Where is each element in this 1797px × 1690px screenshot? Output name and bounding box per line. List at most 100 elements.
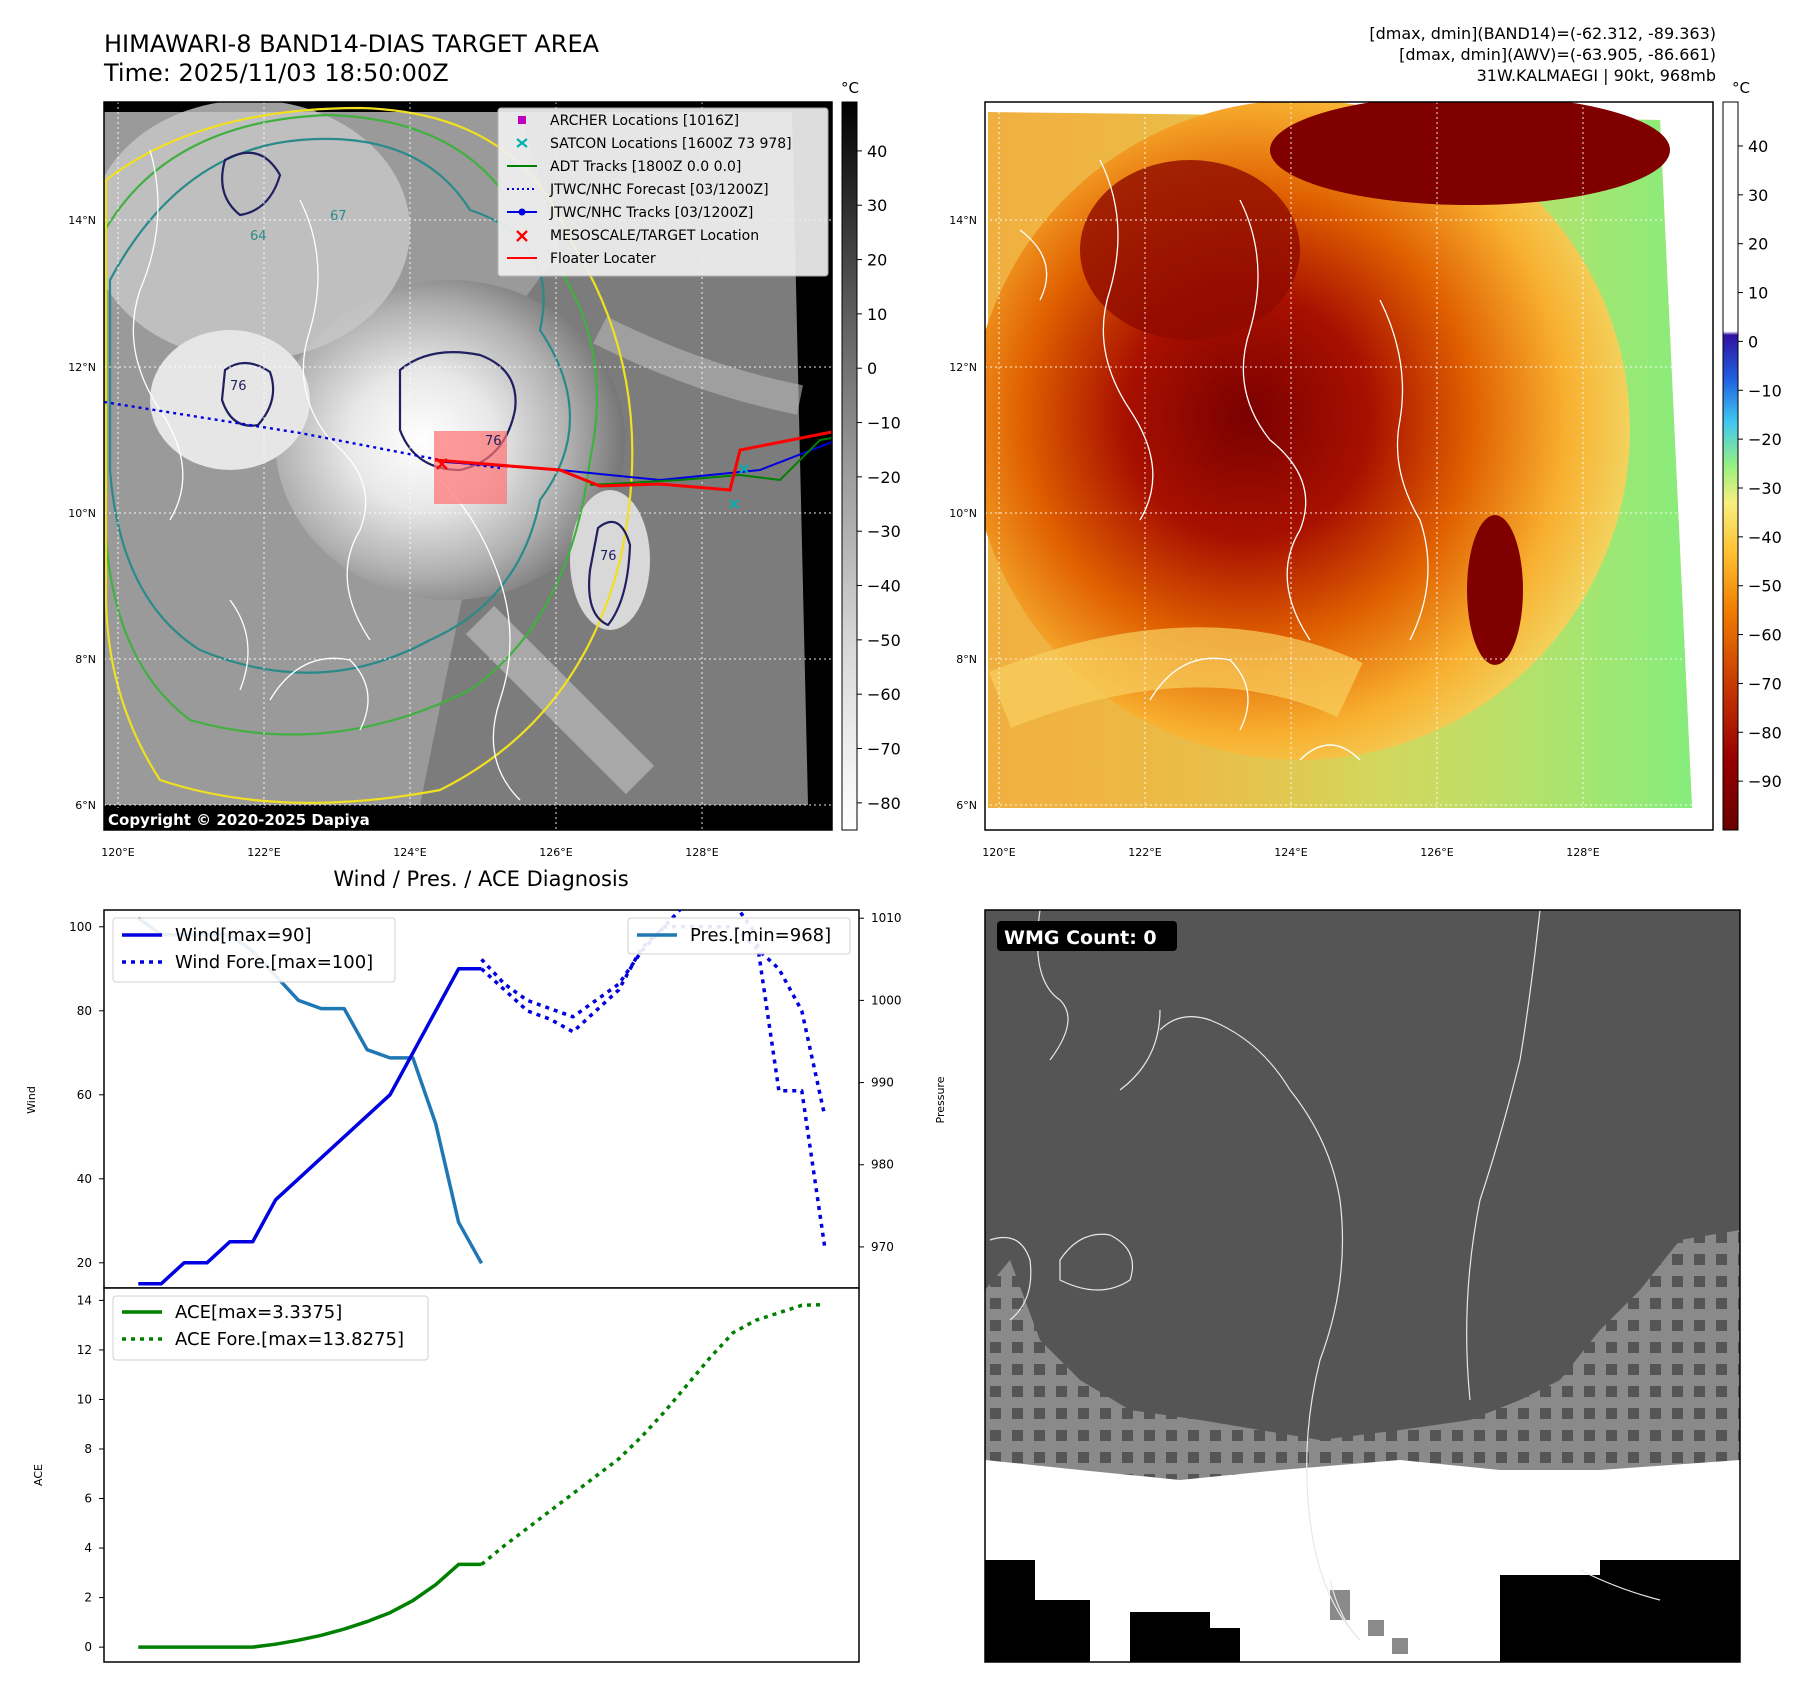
ir-colorbar-unit: °C [841,79,859,97]
awv-colorbar-tick-label: −10 [1748,381,1782,400]
awv-lat-label: 14°N [949,214,977,227]
awv-gridlines [985,102,1713,830]
svg-text:76: 76 [485,434,502,449]
awv-colorbar-tick-label: −40 [1748,528,1782,547]
y2-tick-label: 1000 [871,993,902,1007]
pressure-legend: Pres.[min=968] [627,917,851,955]
wmg-coastlines [989,910,1661,1641]
ir-colorbar-tick-label: −80 [867,794,901,813]
wind-series-line [138,967,482,1286]
awv-colorbar-tick-label: −70 [1748,674,1782,693]
awv-lon-label: 120°E [982,846,1015,859]
wmg-count-badge [997,921,1177,951]
pressure-axis-label: Pressure [934,1076,947,1123]
ir-contour-labels: 64 76 67 76 76 [230,209,617,564]
wind-legend-label: Wind[max=90] [175,925,312,946]
ir-colorbar-tick-label: 30 [867,196,887,215]
legend-target: MESOSCALE/TARGET Location [550,228,759,244]
pressure-legend-label: Pres.[min=968] [690,925,831,946]
y-tick-label: 80 [77,1004,92,1018]
awv-colorbar-tick-label: −80 [1748,723,1782,742]
ir-legend: ARCHER Locations [1016Z] SATCON Location… [497,107,829,277]
ir-map-panel: 64 76 67 76 76 ARCHER Locations [1016Z] … [103,101,833,831]
y-tick-label: 4 [84,1541,92,1555]
legend-jtwc-tracks: JTWC/NHC Tracks [03/1200Z] [549,205,753,221]
ir-lat-label: 14°N [68,214,96,227]
wmg-panel: WMG Count: 0 [984,909,1741,1663]
awv-colorbar-tick-label: 10 [1748,284,1768,303]
wmg-count-text: WMG Count: 0 [1004,927,1157,949]
y-tick-label: 8 [84,1442,92,1456]
pressure-forecast-series-line [480,910,827,1248]
y-tick-label: 60 [77,1088,92,1102]
svg-text:67: 67 [330,209,347,224]
awv-lat-label: 6°N [956,799,977,812]
y-tick-label: 10 [77,1392,92,1406]
ir-colorbar: °C 40 30 20 10 0 −10 −20 −30 −40 −50 −60 −70 −80 [841,79,901,831]
ir-contour-navy-east [588,520,632,627]
awv-colorbar-tick-label: 30 [1748,186,1768,205]
wind-forecast-legend-label: Wind Fore.[max=100] [175,952,373,973]
ir-lat-label: 12°N [68,361,96,374]
jtwc-tracks-legend-dot [518,208,526,216]
ir-colorbar-tick-label: 0 [867,359,877,378]
awv-colorbar-tick-label: −50 [1748,577,1782,596]
y-tick-label: 2 [84,1591,92,1605]
awv-colorbar-tick-label: −30 [1748,479,1782,498]
ir-contour-navy-north [221,151,282,217]
ir-lon-label: 124°E [393,846,426,859]
ir-lon-label: 122°E [247,846,280,859]
legend-archer: ARCHER Locations [1016Z] [550,113,739,129]
awv-colorbar-tick-label: −90 [1748,772,1782,791]
awv-lon-label: 128°E [1566,846,1599,859]
y-tick-label: 40 [77,1172,92,1186]
awv-colorbar-tick-label: −60 [1748,626,1782,645]
ir-contour-navy-core [398,351,517,472]
y-tick-label: 20 [77,1256,92,1270]
awv-lat-label: 10°N [949,507,977,520]
legend-adt: ADT Tracks [1800Z 0.0 0.0] [550,159,741,175]
svg-text:76: 76 [600,549,617,564]
figure-title-line1: HIMAWARI-8 BAND14-DIAS TARGET AREA [104,30,600,58]
stats-line3: 31W.KALMAEGI | 90kt, 968mb [1477,66,1716,85]
ir-colorbar-tick-label: −30 [867,522,901,541]
ir-lat-label: 6°N [75,799,96,812]
wind-axis-label: Wind [25,1086,38,1114]
ace-legend: ACE[max=3.3375] ACE Fore.[max=13.8275] [112,1295,429,1361]
stats-line2: [dmax, dmin](AWV)=(-63.905, -86.661) [1399,45,1716,64]
ir-lat-label: 8°N [75,653,96,666]
ir-colorbar-tick-label: −10 [867,414,901,433]
target-legend-marker [516,230,528,242]
y-tick-label: 0 [84,1640,92,1654]
legend-floater: Floater Locater [550,251,656,267]
ir-lat-label: 10°N [68,507,96,520]
awv-lat-label: 12°N [949,361,977,374]
ir-colorbar-tick-label: 20 [867,251,887,270]
awv-colorbar-tick-label: 0 [1748,332,1758,351]
y2-tick-label: 1010 [871,911,902,925]
ir-coastlines [132,149,521,801]
ir-colorbar-tick-label: −20 [867,468,901,487]
ir-contour-yellow [104,106,634,804]
diagnosis-title: Wind / Pres. / ACE Diagnosis [333,867,628,891]
awv-lat-label: 8°N [956,653,977,666]
svg-text:64: 64 [250,229,267,244]
ace-series-line [138,1562,482,1649]
ir-colorbar-tick-label: −50 [867,631,901,650]
ir-colorbar-tick-label: 40 [867,142,887,161]
svg-text:76: 76 [230,379,247,394]
awv-colorbar: °C 40 30 20 10 0 −10 −20 −30 −40 −50 −60 −70 −80 −90 [1722,79,1782,831]
y2-tick-label: 970 [871,1240,894,1254]
ir-colorbar-tick-label: −40 [867,577,901,596]
y2-tick-label: 980 [871,1158,894,1172]
ir-contour-green [104,113,599,736]
ir-contour-navy-west [220,361,275,427]
archer-legend-marker [518,116,526,124]
y-tick-label: 6 [84,1492,92,1506]
legend-satcon: SATCON Locations [1600Z 73 978] [550,136,792,152]
legend-jtwc-forecast: JTWC/NHC Forecast [03/1200Z] [549,182,769,198]
awv-colorbar-tick-label: 20 [1748,235,1768,254]
ace-forecast-legend-label: ACE Fore.[max=13.8275] [175,1329,404,1350]
y-tick-label: 12 [77,1343,92,1357]
